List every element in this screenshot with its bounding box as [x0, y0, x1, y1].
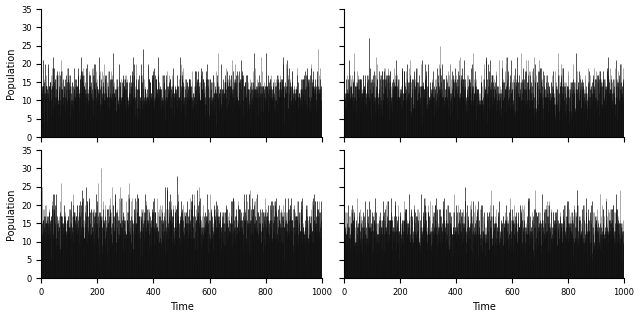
X-axis label: Time: Time	[472, 302, 496, 313]
Y-axis label: Population: Population	[6, 47, 15, 99]
X-axis label: Time: Time	[170, 302, 193, 313]
Y-axis label: Population: Population	[6, 189, 15, 240]
